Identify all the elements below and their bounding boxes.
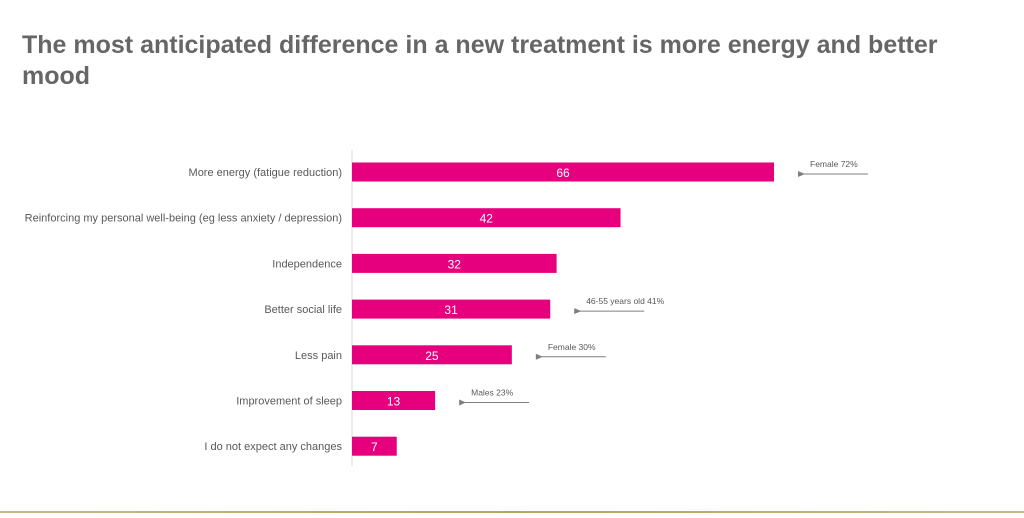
bar [352, 162, 774, 182]
category-label: Reinforcing my personal well-being (eg l… [25, 213, 342, 225]
category-label: More energy (fatigue reduction) [189, 167, 342, 179]
annotation-label: Female 30% [548, 342, 596, 352]
bar [352, 299, 551, 319]
category-label: Less pain [295, 350, 342, 362]
page-title: The most anticipated difference in a new… [22, 31, 938, 90]
value-label: 13 [387, 395, 401, 409]
value-label: 42 [480, 212, 494, 226]
value-label: 25 [425, 349, 439, 363]
category-label: Better social life [264, 304, 342, 316]
category-label: Independence [272, 258, 342, 270]
annotation-label: 46-55 years old 41% [586, 296, 664, 306]
value-label: 32 [448, 257, 462, 271]
annotation-label: Males 23% [471, 388, 513, 398]
bar [352, 345, 512, 365]
value-label: 66 [556, 166, 570, 180]
bar [352, 436, 397, 456]
annotations-group: Female 72% 46-55 years old 41% Female 30% M… [459, 159, 868, 406]
category-label: I do not expect any changes [204, 441, 342, 453]
footer-divider [0, 511, 1024, 513]
bar [352, 208, 621, 228]
category-label: Improvement of sleep [236, 396, 342, 408]
value-label: 7 [371, 440, 378, 454]
bar [352, 253, 557, 273]
annotation-label: Female 72% [810, 159, 858, 169]
bars-group: More energy (fatigue reduction) 66 Reinfor… [25, 162, 774, 456]
bar [352, 391, 436, 410]
value-label: 31 [444, 303, 458, 317]
